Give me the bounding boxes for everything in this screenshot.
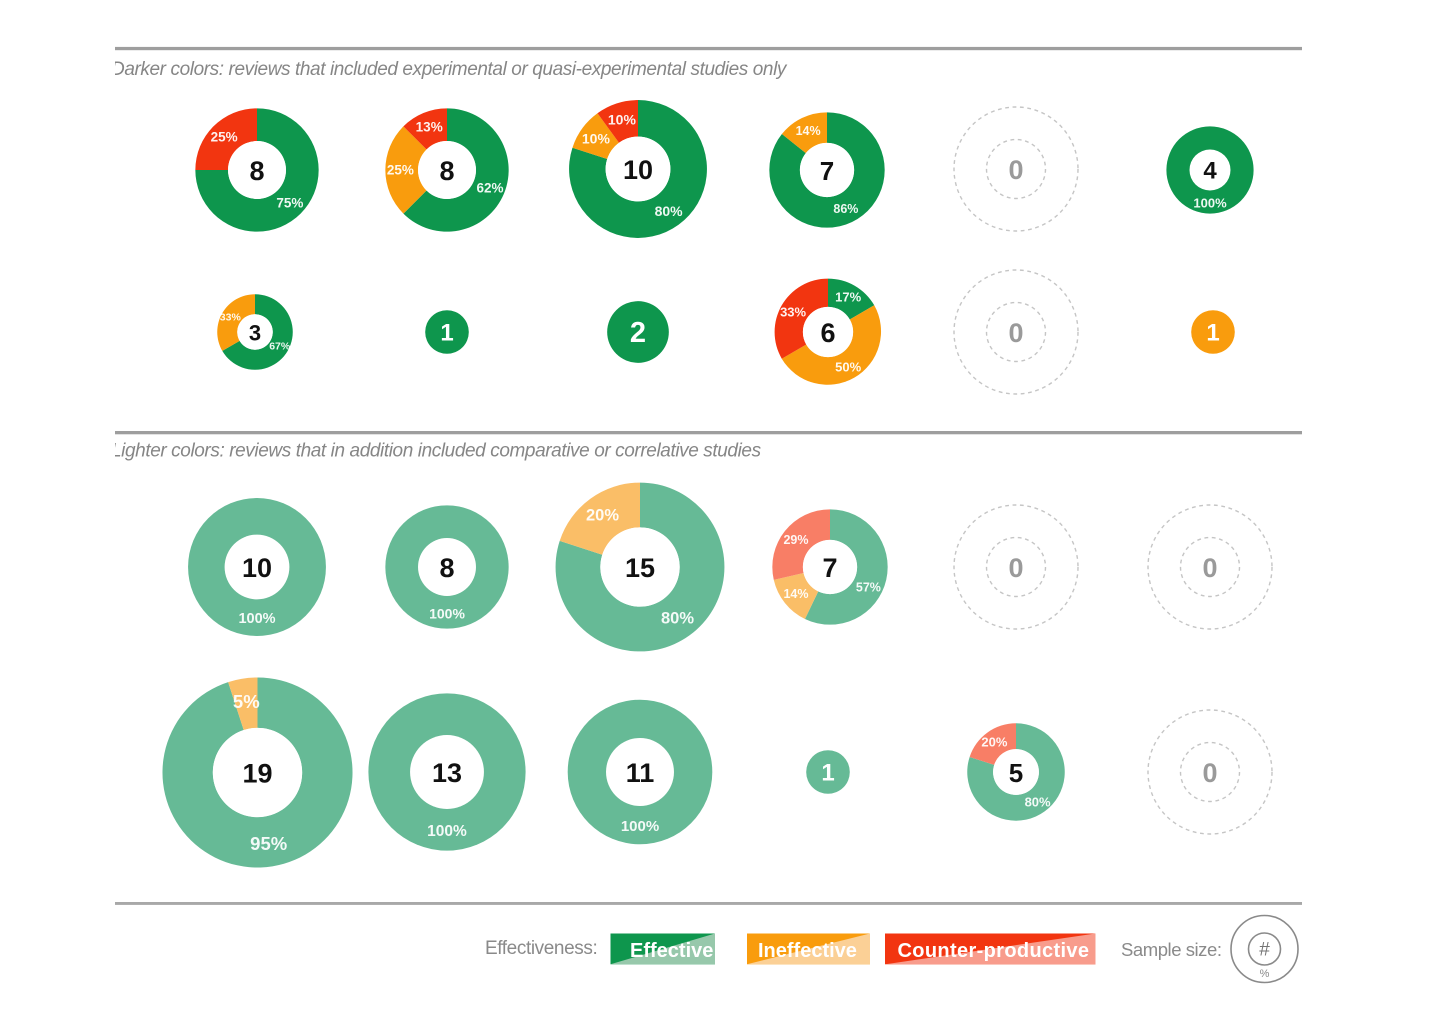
svg-text:Counter-productive: Counter-productive: [898, 940, 1090, 962]
svg-text:100%: 100%: [1193, 195, 1227, 210]
svg-text:0: 0: [1202, 553, 1217, 583]
svg-text:5%: 5%: [233, 691, 260, 712]
svg-text:0: 0: [1008, 318, 1023, 348]
svg-text:5: 5: [1009, 758, 1023, 788]
svg-text:1: 1: [440, 320, 453, 347]
svg-text:Sample size:: Sample size:: [1121, 939, 1222, 960]
svg-text:11: 11: [626, 758, 655, 788]
svg-text:67%: 67%: [269, 340, 291, 352]
svg-text:50%: 50%: [835, 359, 861, 374]
svg-text:4: 4: [1203, 158, 1217, 185]
svg-text:75%: 75%: [276, 195, 303, 210]
svg-text:13: 13: [432, 758, 462, 788]
svg-text:#: #: [1259, 940, 1270, 961]
svg-text:57%: 57%: [856, 580, 881, 594]
svg-text:8: 8: [439, 156, 454, 186]
svg-text:8: 8: [249, 156, 264, 186]
svg-text:33%: 33%: [220, 312, 242, 324]
svg-text:Effective: Effective: [630, 940, 713, 962]
svg-text:1: 1: [1206, 320, 1219, 347]
svg-text:80%: 80%: [655, 203, 684, 219]
svg-text:7: 7: [820, 156, 834, 186]
svg-text:17%: 17%: [835, 290, 861, 305]
svg-text:6: 6: [820, 318, 835, 348]
svg-text:25%: 25%: [387, 163, 414, 178]
svg-text:19: 19: [242, 759, 272, 789]
svg-text:80%: 80%: [1025, 794, 1051, 809]
svg-text:0: 0: [1202, 758, 1217, 788]
svg-text:10%: 10%: [582, 130, 611, 146]
svg-text:100%: 100%: [429, 606, 465, 622]
svg-text:33%: 33%: [780, 304, 806, 319]
svg-text:1: 1: [821, 760, 834, 787]
svg-text:62%: 62%: [476, 180, 503, 195]
svg-text:2: 2: [630, 317, 646, 349]
svg-text:3: 3: [249, 320, 261, 345]
svg-text:86%: 86%: [833, 202, 858, 216]
svg-text:10: 10: [242, 553, 272, 583]
svg-text:14%: 14%: [796, 124, 821, 138]
svg-text:10%: 10%: [608, 112, 637, 128]
svg-text:14%: 14%: [783, 587, 808, 601]
svg-text:15: 15: [625, 553, 655, 583]
svg-text:10: 10: [623, 155, 653, 185]
svg-text:95%: 95%: [250, 833, 287, 854]
svg-text:0: 0: [1008, 553, 1023, 583]
svg-text:Darker colors: reviews that in: Darker colors: reviews that included exp…: [111, 59, 788, 80]
svg-text:8: 8: [439, 553, 454, 583]
svg-text:100%: 100%: [427, 823, 467, 840]
svg-text:25%: 25%: [211, 130, 238, 145]
svg-text:13%: 13%: [416, 120, 443, 135]
svg-text:%: %: [1260, 968, 1270, 980]
svg-text:Ineffective: Ineffective: [758, 940, 857, 962]
svg-text:100%: 100%: [238, 611, 275, 627]
svg-text:Lighter colors: reviews that i: Lighter colors: reviews that in addition…: [111, 441, 762, 462]
svg-text:20%: 20%: [981, 735, 1007, 750]
svg-text:100%: 100%: [621, 818, 659, 835]
svg-text:0: 0: [1008, 155, 1023, 185]
svg-text:Effectiveness:: Effectiveness:: [485, 938, 597, 959]
svg-text:80%: 80%: [661, 610, 694, 628]
svg-text:7: 7: [822, 553, 837, 583]
svg-text:20%: 20%: [586, 506, 619, 524]
svg-text:29%: 29%: [783, 533, 808, 547]
